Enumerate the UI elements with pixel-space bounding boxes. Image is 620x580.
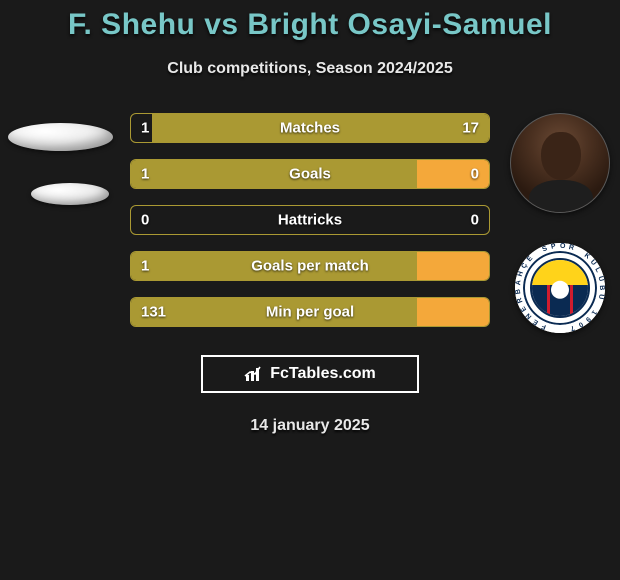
stat-left-value: 1: [141, 258, 149, 275]
left-player-col: [0, 113, 120, 205]
club1-placeholder-icon: [31, 183, 109, 205]
stat-bar: 131 Min per goal: [130, 297, 490, 327]
page-title: F. Shehu vs Bright Osayi-Samuel: [0, 8, 620, 42]
club2-badge: FENERBAHÇE SPOR KULÜBÜ 1907: [515, 243, 605, 333]
stat-label: Goals: [289, 166, 331, 183]
stat-bar: 0 0 Hattricks: [130, 205, 490, 235]
stat-label: Min per goal: [266, 304, 354, 321]
right-player-col: FENERBAHÇE SPOR KULÜBÜ 1907: [500, 113, 620, 333]
player2-avatar: [510, 113, 610, 213]
stat-label: Matches: [280, 120, 340, 137]
stat-bars: 1 17 Matches 1 0 Goals 0 0 Hattricks 1 Goals per m…: [120, 113, 500, 327]
bar-cap: [417, 252, 489, 280]
watermark: FcTables.com: [201, 355, 419, 393]
stat-left-value: 131: [141, 304, 166, 321]
stat-right-value: 17: [462, 120, 479, 137]
watermark-text: FcTables.com: [270, 365, 376, 383]
comparison-card: F. Shehu vs Bright Osayi-Samuel Club com…: [0, 0, 620, 435]
stat-right-value: 0: [471, 212, 479, 229]
subtitle: Club competitions, Season 2024/2025: [0, 60, 620, 78]
stat-bar: 1 17 Matches: [130, 113, 490, 143]
content-row: 1 17 Matches 1 0 Goals 0 0 Hattricks 1 Goals per m…: [0, 113, 620, 333]
stat-label: Goals per match: [251, 258, 369, 275]
bar-cap: [417, 298, 489, 326]
stat-left-value: 0: [141, 212, 149, 229]
stat-bar: 1 0 Goals: [130, 159, 490, 189]
bar-fill: [131, 160, 417, 188]
stat-bar: 1 Goals per match: [130, 251, 490, 281]
stat-label: Hattricks: [278, 212, 342, 229]
date: 14 january 2025: [0, 417, 620, 435]
chart-icon: [244, 365, 266, 383]
stat-left-value: 1: [141, 120, 149, 137]
stat-left-value: 1: [141, 166, 149, 183]
stat-right-value: 0: [471, 166, 479, 183]
player1-placeholder-icon: [8, 123, 113, 151]
